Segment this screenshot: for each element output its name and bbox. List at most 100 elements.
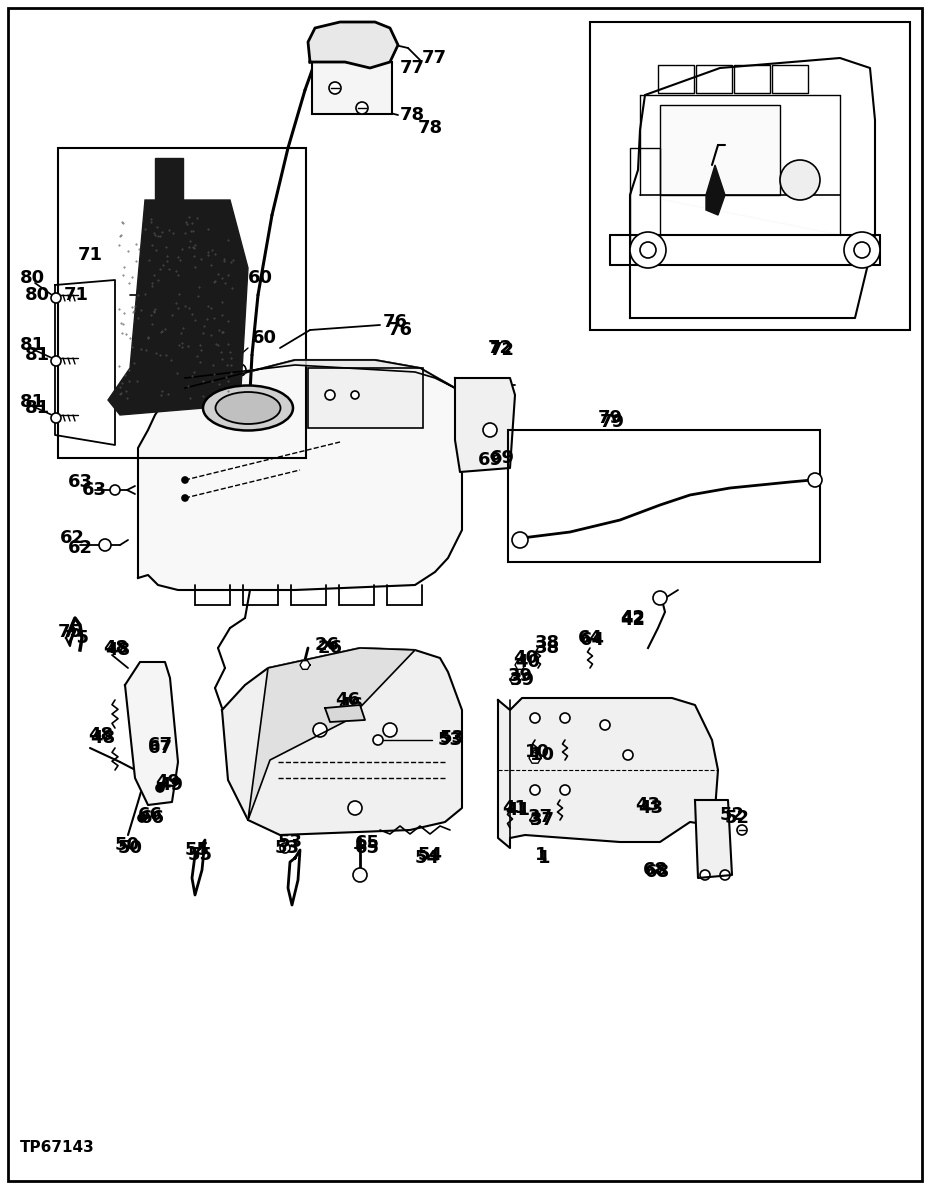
Text: 68: 68 (643, 861, 668, 879)
Text: 75: 75 (58, 623, 83, 641)
Circle shape (138, 814, 146, 822)
Circle shape (640, 243, 656, 258)
Text: 78: 78 (400, 106, 425, 124)
Text: 41: 41 (505, 801, 530, 819)
Text: 53: 53 (440, 729, 465, 747)
Circle shape (280, 843, 290, 853)
Text: 37: 37 (528, 809, 553, 826)
Text: 81: 81 (25, 400, 50, 417)
Text: 66: 66 (140, 809, 165, 828)
Text: 79: 79 (598, 409, 623, 427)
Text: 72: 72 (490, 341, 515, 359)
Circle shape (156, 784, 164, 792)
Circle shape (51, 356, 61, 366)
Circle shape (51, 292, 61, 303)
Bar (308, 369, 423, 428)
Text: 41: 41 (502, 799, 527, 817)
Polygon shape (498, 698, 718, 848)
Text: 79: 79 (600, 413, 625, 430)
Text: 39: 39 (510, 671, 535, 688)
Circle shape (700, 870, 710, 880)
Text: 49: 49 (158, 776, 183, 794)
Text: 10: 10 (530, 746, 555, 765)
Circle shape (182, 477, 188, 483)
Polygon shape (660, 105, 780, 195)
Text: 80: 80 (25, 287, 50, 304)
Polygon shape (222, 648, 462, 835)
Ellipse shape (203, 385, 293, 430)
Text: 40: 40 (515, 653, 540, 671)
Circle shape (356, 102, 368, 114)
Polygon shape (530, 816, 540, 824)
Text: 53: 53 (438, 731, 463, 749)
Text: 39: 39 (508, 667, 533, 685)
Text: TP67143: TP67143 (20, 1140, 95, 1156)
Circle shape (325, 390, 335, 400)
Circle shape (560, 713, 570, 723)
Text: 1: 1 (538, 849, 551, 867)
Text: 60: 60 (252, 329, 277, 347)
Text: 60: 60 (248, 269, 273, 287)
Text: 10: 10 (525, 743, 550, 761)
Bar (658, 65, 694, 93)
Text: 1: 1 (535, 847, 548, 864)
Text: 46: 46 (338, 696, 363, 715)
Polygon shape (695, 800, 732, 877)
Text: 46: 46 (335, 691, 360, 709)
Text: 50: 50 (118, 839, 143, 857)
Polygon shape (510, 675, 520, 685)
Text: 42: 42 (620, 609, 645, 627)
Polygon shape (185, 360, 455, 388)
Bar (58, 147, 306, 458)
Circle shape (51, 413, 61, 423)
Text: 48: 48 (88, 726, 113, 744)
Text: 77: 77 (422, 49, 447, 67)
Circle shape (560, 785, 570, 795)
Circle shape (373, 735, 383, 746)
Bar (696, 65, 732, 93)
Text: 48: 48 (103, 638, 128, 658)
Circle shape (623, 750, 633, 760)
Text: 52: 52 (720, 806, 745, 824)
Text: 43: 43 (635, 795, 660, 814)
Polygon shape (529, 753, 541, 763)
Bar (312, 62, 392, 114)
Text: 81: 81 (25, 346, 50, 364)
Polygon shape (610, 235, 880, 265)
Polygon shape (640, 195, 840, 235)
Polygon shape (108, 200, 248, 415)
Polygon shape (455, 378, 515, 472)
Text: 53: 53 (275, 839, 300, 857)
Circle shape (530, 713, 540, 723)
Text: 81: 81 (20, 336, 46, 354)
Text: 72: 72 (488, 339, 513, 357)
Circle shape (329, 82, 341, 94)
Text: 76: 76 (388, 321, 413, 339)
Circle shape (383, 723, 397, 737)
Bar (772, 65, 808, 93)
Bar (508, 430, 820, 562)
Circle shape (353, 868, 367, 882)
Circle shape (630, 232, 666, 268)
Bar (734, 65, 770, 93)
Circle shape (600, 721, 610, 730)
Text: 66: 66 (138, 806, 163, 824)
Circle shape (512, 531, 528, 548)
Polygon shape (325, 705, 365, 722)
Circle shape (530, 785, 540, 795)
Text: 64: 64 (578, 629, 603, 647)
Text: 52: 52 (725, 809, 750, 828)
Text: 65: 65 (355, 833, 380, 853)
Ellipse shape (216, 392, 281, 424)
Text: 48: 48 (90, 729, 115, 747)
Text: 67: 67 (148, 740, 173, 757)
Text: 49: 49 (155, 773, 180, 791)
Text: 55: 55 (188, 847, 213, 864)
Polygon shape (125, 662, 178, 805)
Text: 65: 65 (355, 839, 380, 857)
Circle shape (348, 801, 362, 814)
Text: 38: 38 (535, 638, 560, 658)
Text: 67: 67 (148, 736, 173, 754)
Text: 63: 63 (82, 482, 107, 499)
Circle shape (110, 485, 120, 495)
